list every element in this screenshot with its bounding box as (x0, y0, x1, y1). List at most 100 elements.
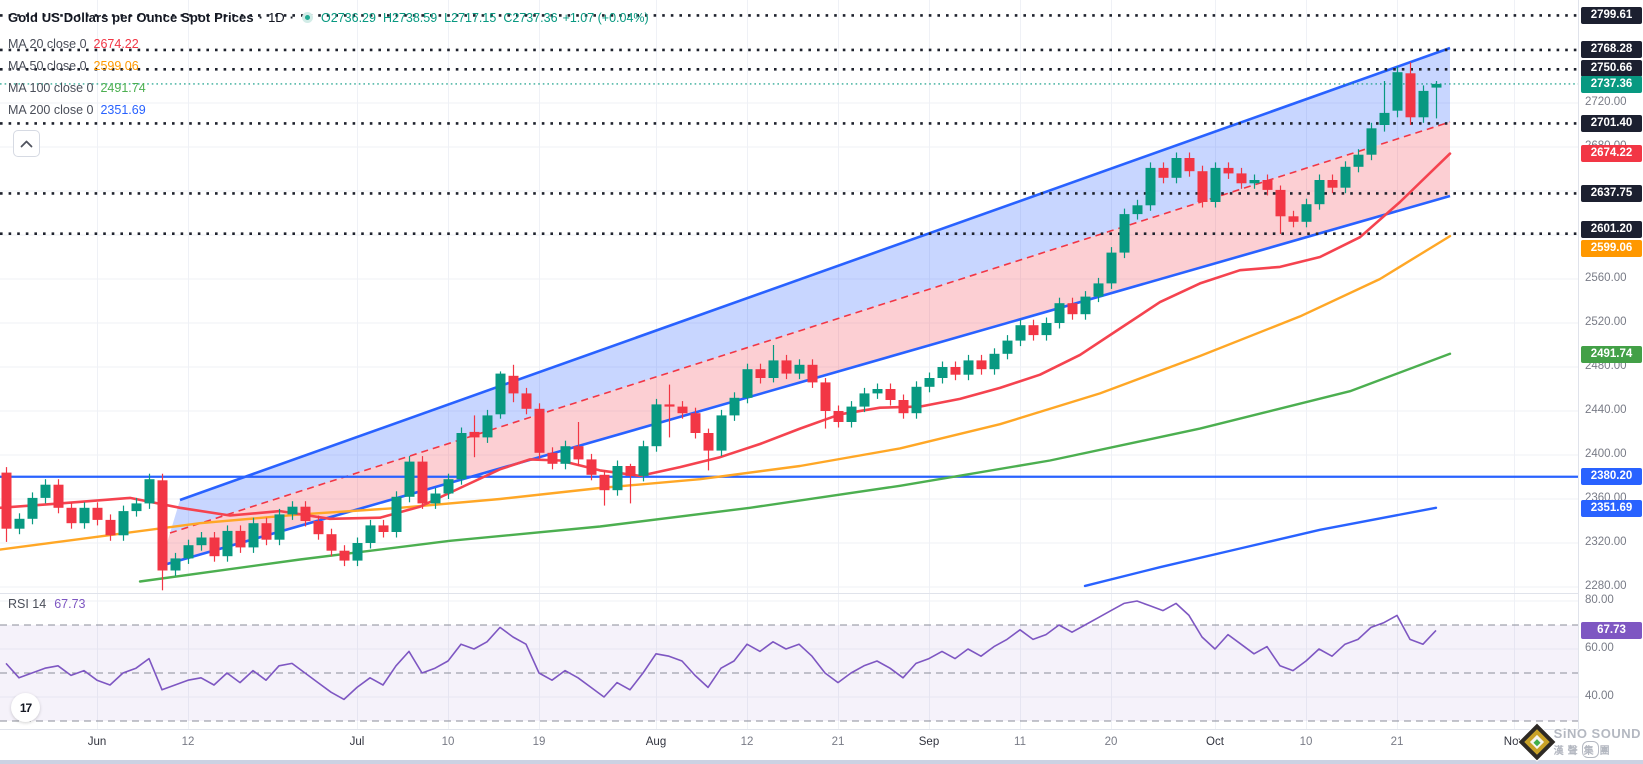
candle-up (937, 367, 948, 378)
candle-up (1015, 325, 1026, 341)
time-axis-label: Aug (645, 736, 667, 748)
watermark-title: SiNO SOUND (1553, 726, 1641, 741)
candle-down (378, 525, 389, 532)
candle-up (612, 466, 623, 491)
candle-up (1340, 166, 1351, 188)
candle-up (1392, 72, 1403, 111)
candle-down (950, 367, 961, 375)
candle-down (1288, 216, 1299, 222)
candle-up (1249, 180, 1260, 184)
collapse-indicators-button[interactable] (13, 130, 40, 157)
candle-up (794, 364, 805, 374)
watermark-char: 團 (1599, 746, 1613, 757)
ma200-line (1083, 506, 1438, 588)
price-badge: 2637.75 (1581, 184, 1642, 202)
ma-legend-row[interactable]: MA 20 close 0 2674.22 (8, 33, 146, 55)
rsi-value-badge: 67.73 (1581, 621, 1642, 639)
price-badge: 2737.36 (1581, 76, 1642, 94)
ohlc-l: L2717.15 (444, 10, 497, 25)
candle-up (638, 446, 649, 476)
candle-up (352, 543, 363, 561)
channel-upper-fill (170, 48, 1450, 533)
ma-legend-value: 2674.22 (93, 37, 139, 51)
price-axis-label: 80.00 (1585, 594, 1614, 606)
candle-down (261, 523, 272, 540)
candle-up (170, 558, 181, 571)
ma-legend: MA 20 close 0 2674.22 MA 50 close 0 2599.06… (8, 33, 146, 121)
candle-up (924, 378, 935, 387)
interval-label[interactable]: 1D (268, 10, 285, 25)
price-axis-label: 2560.00 (1585, 272, 1627, 284)
tradingview-logo-icon[interactable]: 17 (11, 693, 40, 722)
price-badge: 2351.69 (1581, 499, 1642, 517)
candle-down (1275, 189, 1286, 217)
candle-up (1379, 112, 1390, 125)
candle-down (1, 472, 12, 529)
header-separator: · (289, 10, 295, 25)
candle-up (1145, 167, 1156, 206)
candle-up (1301, 204, 1312, 222)
candle-down (1184, 158, 1195, 172)
price-badge: 2674.22 (1581, 144, 1642, 162)
candle-up (183, 545, 194, 559)
candle-down (690, 413, 701, 433)
candle-down (586, 459, 597, 475)
price-axis-label: 2440.00 (1585, 404, 1627, 416)
ma-legend-label: MA 200 close 0 (8, 103, 94, 117)
rsi-band (0, 625, 1578, 721)
ma-legend-row[interactable]: MA 100 close 0 2491.74 (8, 77, 146, 99)
price-change: +1.07 (+0.04%) (562, 10, 649, 25)
candle-up (651, 404, 662, 447)
candle-up (1119, 214, 1130, 253)
rsi-legend[interactable]: RSI 14 67.73 (8, 597, 86, 611)
candle-down (976, 360, 987, 370)
price-axis-label: 2400.00 (1585, 448, 1627, 460)
price-axis[interactable]: 2720.002680.002560.002520.002480.002440.… (1578, 0, 1643, 764)
watermark-char: 集 (1581, 741, 1599, 758)
ma20-line (0, 152, 1452, 521)
price-axis-label: 40.00 (1585, 690, 1614, 702)
ma-legend-row[interactable]: MA 50 close 0 2599.06 (8, 55, 146, 77)
price-axis-label: 60.00 (1585, 642, 1614, 654)
time-axis-label: 21 (831, 736, 845, 748)
candle-down (833, 411, 844, 422)
candle-up (963, 360, 974, 375)
candle-down (1236, 173, 1247, 184)
candle-up (716, 415, 727, 451)
candle-up (248, 523, 259, 548)
ma-legend-value: 2491.74 (100, 81, 146, 95)
candle-up (560, 446, 571, 464)
time-axis-label: 20 (1104, 736, 1118, 748)
price-badge: 2601.20 (1581, 221, 1642, 239)
candle-down (898, 400, 909, 414)
candle-up (1093, 283, 1104, 297)
candle-up (1171, 158, 1182, 178)
time-axis-label: 12 (181, 736, 195, 748)
price-badge: 2599.06 (1581, 239, 1642, 257)
candle-up (456, 433, 467, 480)
time-axis-label: 12 (740, 736, 754, 748)
candle-down (885, 389, 896, 400)
candle-up (391, 496, 402, 532)
broker-watermark: SiNO SOUND 漢聲集團 (1518, 723, 1641, 761)
candle-up (1366, 128, 1377, 155)
candle-down (417, 461, 428, 504)
price-axis-label: 2720.00 (1585, 96, 1627, 108)
ma-legend-label: MA 50 close 0 (8, 59, 87, 73)
price-badge: 2768.28 (1581, 41, 1642, 59)
candle-up (287, 506, 298, 515)
ma-legend-row[interactable]: MA 200 close 0 2351.69 (8, 99, 146, 121)
price-badge: 2750.66 (1581, 59, 1642, 77)
time-axis[interactable]: Jun 12 Jul 10 19 Aug 12 21 Sep 11 20 Oct 10 21 Nov (0, 730, 1643, 760)
candle-down (547, 452, 558, 464)
time-axis-label: 10 (1299, 736, 1313, 748)
time-axis-label: 21 (1390, 736, 1404, 748)
candle-up (859, 393, 870, 407)
symbol-header[interactable]: Gold US Dollars per Ounce Spot Prices · … (8, 10, 649, 25)
channel-mid-line (169, 121, 1451, 534)
candle-up (27, 497, 38, 519)
price-badge: 2799.61 (1581, 6, 1642, 24)
candle-up (1106, 252, 1117, 284)
rsi-label: RSI 14 (8, 597, 47, 611)
